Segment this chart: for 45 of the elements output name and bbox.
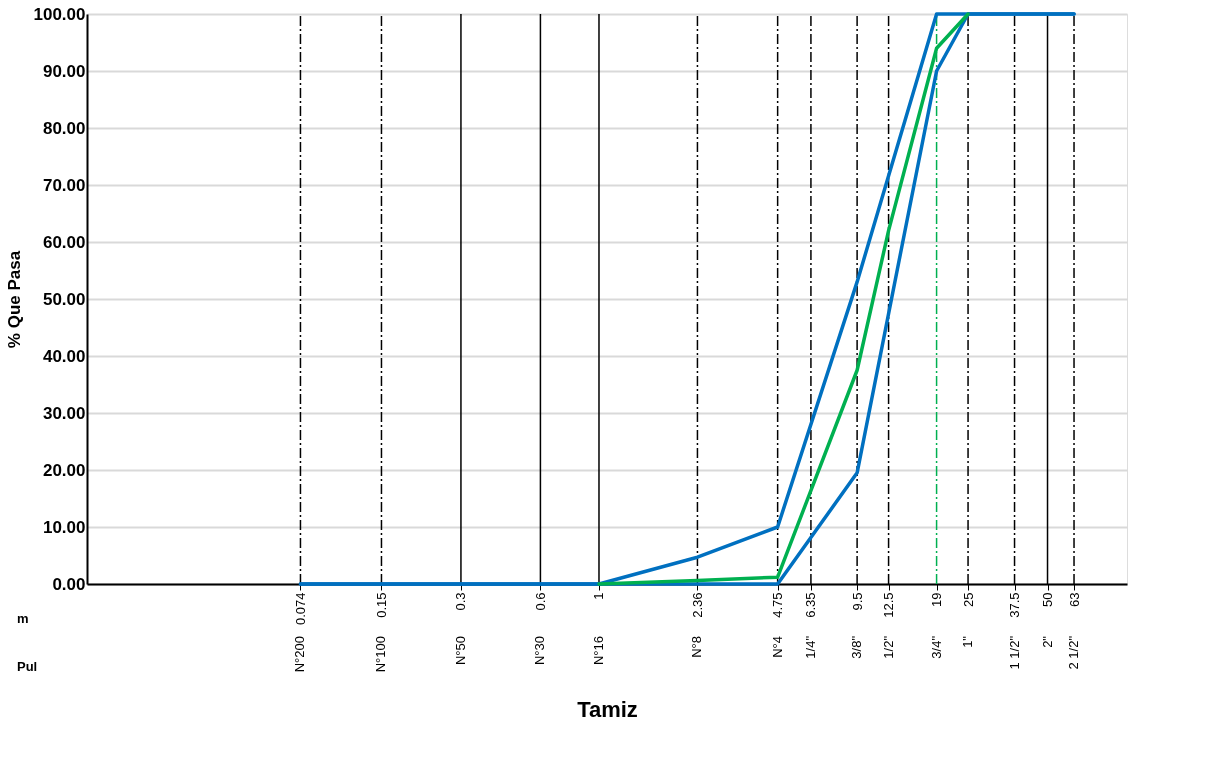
y-tick-label: 80.00 (42, 118, 86, 138)
y-tick-label: 70.00 (42, 175, 86, 195)
text: N°8 (689, 636, 705, 658)
text: 1" (960, 635, 976, 648)
text: 1 1/2" (1006, 635, 1022, 670)
text: N°200 (292, 636, 308, 673)
x-tick-label: 9.5 (849, 592, 865, 611)
y-tick-label: 20.00 (42, 460, 86, 480)
text: Pul (17, 659, 38, 674)
x-tick-label: 4.75 (770, 592, 786, 618)
x-tick-label: 12.5 (881, 592, 897, 618)
text: N°30 (532, 636, 548, 666)
y-tick-label: 60.00 (42, 232, 86, 252)
y-axis-title: % Que Pasa (4, 250, 24, 349)
x-tick-label: 0.6 (532, 592, 548, 611)
y-tick-label: 30.00 (42, 403, 86, 423)
y-tick-label: 10.00 (42, 517, 86, 537)
text: 1/2" (880, 635, 896, 659)
x-tick-label: 25 (960, 592, 976, 607)
text: N°4 (769, 636, 785, 658)
text: m (17, 611, 29, 626)
text: N°50 (452, 636, 468, 666)
y-tick-label: 50.00 (42, 289, 86, 309)
text: 2" (1039, 635, 1055, 648)
x-tick-label: 0.15 (373, 592, 389, 618)
text: 2 1/2" (1066, 635, 1082, 670)
x-axis-title: Tamiz (577, 697, 638, 723)
y-tick-label: 40.00 (42, 346, 86, 366)
x-tick-label: 63 (1066, 592, 1082, 607)
x-tick-label: 37.5 (1007, 592, 1023, 618)
text: N°100 (373, 636, 389, 673)
x-tick-label: 19 (929, 592, 945, 607)
y-tick-label: 0.00 (52, 574, 86, 594)
x-tick-label: 1 (591, 592, 607, 600)
x-tick-label: 6.35 (803, 592, 819, 618)
y-tick-label: 100.00 (33, 4, 86, 24)
x-tick-label: 2.36 (689, 592, 705, 618)
x-tick-label: 0.3 (453, 592, 469, 611)
text: 3/4" (928, 635, 944, 659)
y-tick-label: 90.00 (42, 61, 86, 81)
text: N°16 (590, 636, 606, 666)
x-tick-label: 50 (1040, 592, 1056, 607)
text: 3/8" (849, 635, 865, 659)
x-tick-label: 0.074 (292, 592, 308, 626)
text: 1/4" (802, 635, 818, 659)
